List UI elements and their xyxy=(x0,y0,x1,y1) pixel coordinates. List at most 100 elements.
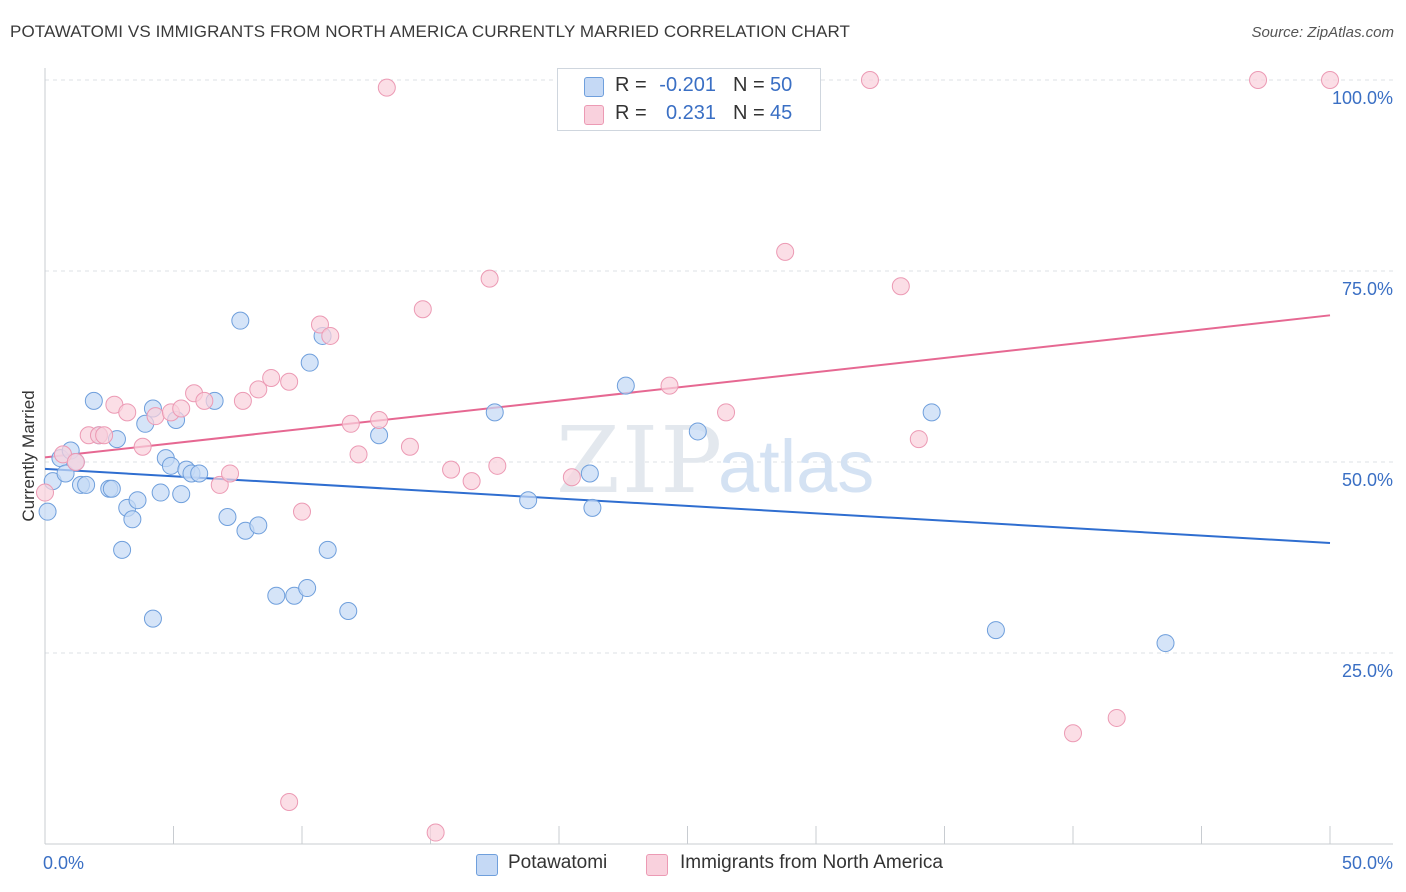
pink-data-point xyxy=(321,326,340,345)
pink-data-point xyxy=(562,468,581,487)
pink-data-point xyxy=(1321,71,1339,89)
blue-data-point xyxy=(231,311,250,330)
blue-data-point xyxy=(143,609,162,628)
blue-data-point xyxy=(218,508,237,527)
pink-data-point xyxy=(221,464,240,483)
pink-data-point xyxy=(233,391,252,410)
legend-swatch-pink xyxy=(646,854,668,876)
blue-data-point xyxy=(102,479,121,498)
pink-data-point xyxy=(660,376,679,395)
pink-data-point xyxy=(426,823,445,842)
y-tick-label: 100.0% xyxy=(1332,88,1393,108)
blue-data-point xyxy=(616,376,635,395)
legend-swatch-pink xyxy=(584,105,604,125)
legend-r-label: R = xyxy=(615,74,647,96)
blue-data-point xyxy=(161,456,180,475)
legend-row-potawatomi: R = -0.201 N = 50 xyxy=(558,72,820,100)
blue-data-point xyxy=(318,540,337,559)
pink-data-point xyxy=(480,269,499,288)
pink-data-point xyxy=(370,410,389,429)
legend-r-value: -0.201 xyxy=(659,74,716,96)
blue-data-point xyxy=(339,601,358,620)
chart-title: POTAWATOMI VS IMMIGRANTS FROM NORTH AMER… xyxy=(10,22,851,41)
pink-data-point xyxy=(860,71,879,89)
pink-data-point xyxy=(400,437,419,456)
pink-data-point xyxy=(146,407,165,426)
pink-data-point xyxy=(195,391,214,410)
blue-trend-line xyxy=(44,467,1331,544)
pink-data-point xyxy=(909,430,928,449)
legend-n-value: 50 xyxy=(770,74,793,96)
blue-data-point xyxy=(249,516,268,535)
pink-data-point xyxy=(95,426,114,445)
pink-data-point xyxy=(280,372,299,391)
tick-labels: 25.0% 50.0% 75.0% 100.0% 0.0% 50.0% xyxy=(43,88,1393,873)
pink-trend-line xyxy=(44,314,1331,459)
legend-r-value: 0.231 xyxy=(665,102,716,124)
blue-data-point xyxy=(298,579,317,598)
trend-lines xyxy=(44,314,1331,544)
axes xyxy=(44,68,1393,845)
source-label: Source: ZipAtlas.com xyxy=(1251,24,1394,41)
blue-data-point xyxy=(688,422,707,441)
blue-data-point xyxy=(123,510,142,529)
watermark-atlas: atlas xyxy=(718,425,874,508)
stats-legend: R = -0.201 N = 50 R = 0.231 N = 45 xyxy=(557,68,821,131)
legend-label: Potawatomi xyxy=(508,852,608,873)
blue-data-point xyxy=(113,540,132,559)
blue-data-point xyxy=(56,464,75,483)
blue-data-point xyxy=(128,491,147,510)
legend-n-label: N = xyxy=(733,102,765,124)
pink-data-point xyxy=(1107,708,1126,727)
blue-data-point xyxy=(84,391,103,410)
x-tick-label: 50.0% xyxy=(1342,853,1393,873)
pink-data-point xyxy=(488,456,507,475)
pink-data-point xyxy=(442,460,461,479)
pink-data-point xyxy=(413,300,432,319)
legend-n-label: N = xyxy=(733,74,765,96)
blue-data-point xyxy=(77,475,96,494)
y-tick-label: 25.0% xyxy=(1342,661,1393,681)
watermark: ZIP atlas xyxy=(556,407,874,514)
pink-data-point xyxy=(341,414,360,433)
pink-data-point xyxy=(66,453,85,471)
pink-data-point xyxy=(249,380,268,399)
pink-data-point xyxy=(280,792,299,811)
pink-data-point xyxy=(310,315,329,334)
grid-lines xyxy=(45,79,1395,654)
pink-data-point xyxy=(349,445,368,464)
pink-data-point xyxy=(776,242,795,261)
y-tick-label: 75.0% xyxy=(1342,279,1393,299)
pink-data-point xyxy=(262,368,281,387)
y-tick-label: 50.0% xyxy=(1342,470,1393,490)
blue-data-point xyxy=(300,353,319,372)
pink-data-point xyxy=(172,399,191,418)
blue-data-point xyxy=(485,403,504,422)
blue-data-point xyxy=(38,502,57,521)
pink-data-point xyxy=(717,403,736,422)
blue-data-point xyxy=(922,403,941,422)
legend-r-label: R = xyxy=(615,102,647,124)
blue-data-point xyxy=(267,586,286,605)
pink-data-point xyxy=(891,277,910,296)
pink-data-point xyxy=(1064,724,1082,743)
blue-data-point xyxy=(986,621,1005,640)
blue-data-point xyxy=(370,426,389,445)
blue-data-point xyxy=(519,491,538,510)
pink-data-point xyxy=(377,78,396,97)
pink-data-point xyxy=(293,502,311,521)
legend-label: Immigrants from North America xyxy=(680,852,943,873)
legend-row-immigrants: R = 0.231 N = 45 xyxy=(558,100,820,128)
legend-swatch-blue xyxy=(584,77,604,97)
x-tick-label: 0.0% xyxy=(43,853,84,873)
pink-data-point xyxy=(36,483,54,502)
legend-n-value: 45 xyxy=(770,102,793,124)
blue-data-point xyxy=(190,464,209,483)
pink-data-point xyxy=(1249,71,1268,89)
series-legend: Potawatomi Immigrants from North America xyxy=(0,850,1406,880)
y-axis-label: Currently Married xyxy=(19,390,38,521)
legend-swatch-blue xyxy=(476,854,498,876)
blue-data-point xyxy=(151,483,170,502)
blue-data-point xyxy=(583,498,602,517)
